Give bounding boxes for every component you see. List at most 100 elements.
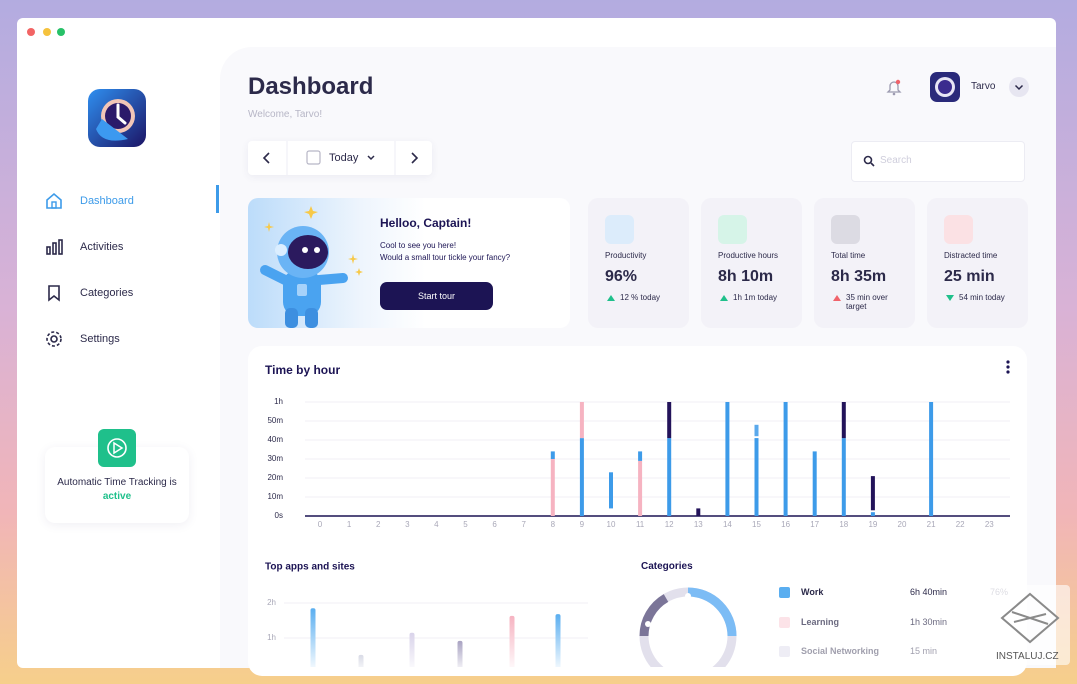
nav-item[interactable]: Categories [80, 287, 134, 299]
active-indicator [216, 185, 219, 213]
x-tick-label: 15 [752, 520, 761, 529]
nav-item[interactable]: Dashboard [80, 195, 134, 207]
stat-change: 54 min today [959, 293, 1005, 302]
notification-bell[interactable] [884, 78, 904, 98]
y-tick-label: 2h [267, 598, 276, 607]
y-tick-label: 30m [267, 454, 283, 463]
tracking-label: Automatic Time Tracking is [57, 477, 177, 488]
date-picker-controls [262, 141, 419, 175]
trend-arrow-shape [946, 295, 954, 301]
chart-title: Time by hour [265, 363, 340, 377]
bar-segment [550, 459, 555, 516]
welcome-title: Helloo, Captain! [380, 216, 472, 230]
trend-arrow [833, 295, 841, 301]
bar-segment [870, 512, 875, 516]
nav-item[interactable]: Settings [80, 333, 120, 345]
bar [457, 640, 463, 667]
x-tick-label: 18 [839, 520, 848, 529]
stat-change: 35 min over target [846, 293, 888, 311]
categories-title: Categories [641, 561, 693, 572]
trend-arrow [607, 295, 615, 301]
bar-segment [929, 402, 934, 516]
categories-donut [639, 587, 737, 667]
next-button[interactable] [411, 152, 419, 164]
watermark-box [985, 585, 1070, 665]
maximize-dot[interactable] [57, 28, 65, 36]
x-tick-label: 1 [347, 520, 352, 529]
x-tick-label: 0 [318, 520, 323, 529]
y-tick-label: 20m [267, 473, 283, 482]
bar-segment [696, 508, 701, 516]
trend-arrow-shape [833, 295, 841, 301]
prev-button[interactable] [262, 152, 270, 164]
y-tick-label: 50m [267, 416, 283, 425]
chart-title: Top apps and sites [265, 562, 355, 573]
category-swatch [779, 616, 790, 628]
x-tick-label: 6 [492, 520, 497, 529]
user-name[interactable]: Tarvo [971, 81, 996, 92]
y-tick-label: 1h [274, 397, 283, 406]
x-tick-label: 9 [580, 520, 585, 529]
x-tick-label: 11 [636, 520, 645, 529]
x-tick-label: 10 [607, 520, 616, 529]
y-tick-label: 1h [267, 633, 276, 642]
tracking-status: active [102, 491, 132, 502]
bar-segment [841, 402, 846, 439]
tracking-text: Automatic Time Tracking is active [45, 476, 189, 504]
x-tick-label: 5 [463, 520, 468, 529]
trend-arrow [720, 295, 728, 301]
close-dot[interactable] [27, 28, 35, 36]
x-tick-label: 12 [665, 520, 674, 529]
app-logo[interactable] [88, 89, 146, 147]
category-time: 6h 40min [910, 587, 948, 597]
page-subtitle: Welcome, Tarvo! [248, 109, 323, 120]
x-tick-label: 4 [434, 520, 439, 529]
bar [358, 654, 364, 667]
tracking-icon[interactable] [98, 429, 136, 467]
watermark-text: INSTALUJ.CZ [996, 651, 1059, 662]
stat-icon [831, 215, 860, 244]
calendar-icon [306, 150, 321, 165]
x-tick-label: 14 [723, 520, 732, 529]
stat-card [814, 198, 915, 328]
bar [555, 614, 561, 667]
date-label[interactable]: Today [329, 152, 359, 164]
user-avatar[interactable] [930, 72, 960, 102]
y-tick-label: 0s [275, 511, 283, 520]
trend-arrow-shape [720, 295, 728, 301]
stat-label: Total time [831, 251, 866, 260]
stat-change: 1h 1m today [733, 293, 778, 302]
page-title: Dashboard [248, 73, 374, 100]
stat-icon [605, 215, 634, 244]
category-swatch [779, 587, 790, 598]
bar [509, 615, 515, 667]
watermark-logo [1000, 592, 1060, 644]
start-tour-button[interactable]: Start tour [380, 282, 493, 310]
bar-segment [841, 438, 846, 516]
user-dropdown[interactable] [1009, 77, 1029, 97]
time-chart-card [248, 346, 1027, 676]
bar-segment [609, 472, 613, 509]
x-tick-label: 3 [405, 520, 410, 529]
nav-item[interactable]: Activities [80, 241, 124, 253]
minimize-dot[interactable] [43, 28, 51, 36]
welcome-text: Cool to see you here! Would a small tour … [380, 240, 510, 264]
home-icon [46, 192, 62, 209]
trend-arrow [946, 295, 954, 301]
stat-label: Productive hours [718, 251, 779, 260]
settings-icon [46, 331, 62, 347]
x-tick-label: 8 [551, 520, 556, 529]
category-time: 1h 30min [910, 616, 948, 627]
top-apps-chart: Top apps and sites 1h 2h [265, 562, 588, 667]
stat-card [588, 198, 689, 328]
welcome-line: Cool to see you here! [380, 241, 457, 250]
bar-segment [579, 438, 584, 516]
category-name: Work [801, 587, 824, 597]
categories-icon [48, 285, 60, 302]
more-menu[interactable] [1005, 359, 1011, 375]
stat-value: 8h 35m [831, 268, 887, 285]
y-tick-label: 10m [267, 492, 283, 501]
bar-segment [812, 451, 817, 516]
search-box[interactable] [851, 141, 1025, 182]
